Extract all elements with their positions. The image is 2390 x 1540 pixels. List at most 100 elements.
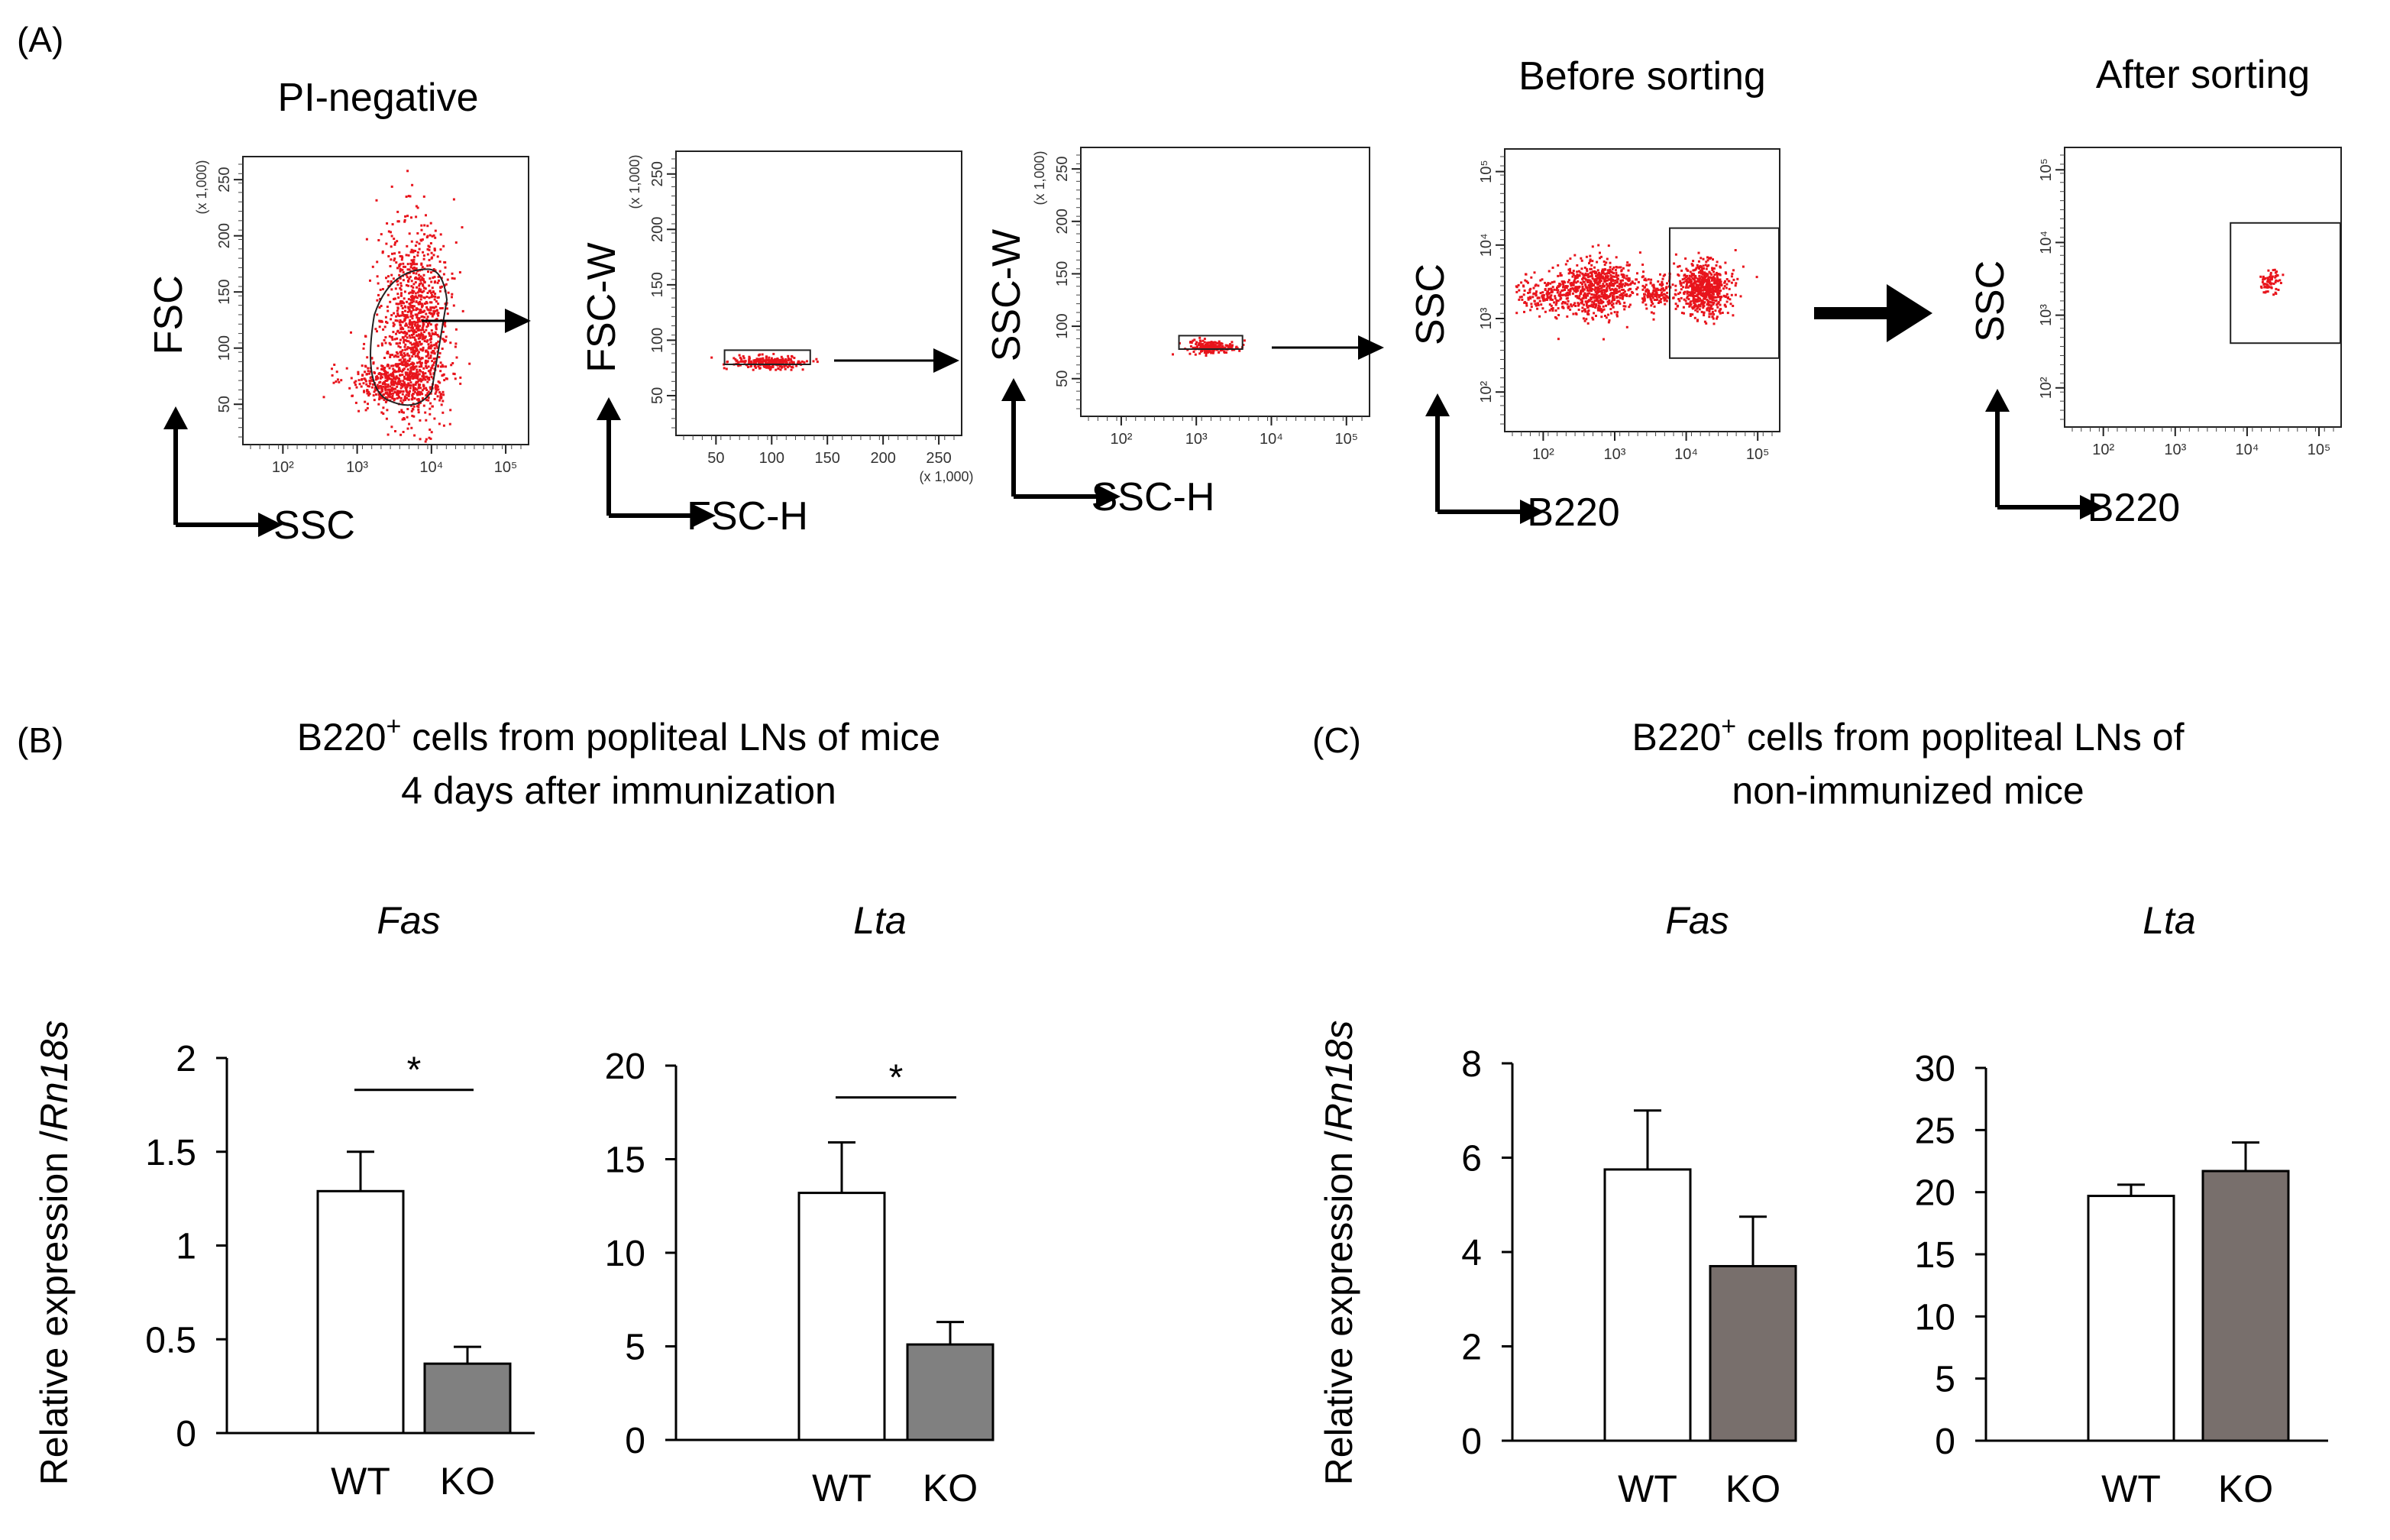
event-dot xyxy=(1567,279,1570,282)
event-dot xyxy=(1591,260,1594,263)
event-dot xyxy=(396,280,399,283)
event-dot xyxy=(415,344,418,347)
event-dot xyxy=(391,380,394,383)
event-dot xyxy=(422,324,425,327)
event-dot xyxy=(1577,296,1579,299)
event-dot xyxy=(2264,277,2267,280)
event-dot xyxy=(398,265,401,268)
event-dot xyxy=(426,324,429,327)
event-dot xyxy=(386,391,389,394)
event-dot xyxy=(1589,284,1592,287)
event-dot xyxy=(1584,283,1587,286)
event-dot xyxy=(403,375,406,378)
event-dot xyxy=(364,378,367,381)
event-dot xyxy=(1606,290,1609,293)
event-dot xyxy=(723,363,725,366)
event-dot xyxy=(1706,292,1709,295)
event-dot xyxy=(1687,269,1690,272)
plot-frame xyxy=(2064,147,2342,428)
event-dot xyxy=(415,372,417,375)
event-dot xyxy=(1633,282,1636,285)
event-dot xyxy=(399,400,403,403)
event-dot xyxy=(406,268,409,271)
event-dot xyxy=(396,390,399,393)
event-dot xyxy=(1695,267,1698,270)
event-dot xyxy=(399,390,403,393)
event-dot xyxy=(1535,304,1538,307)
event-dot xyxy=(1547,282,1550,285)
event-dot xyxy=(419,298,422,301)
event-dot xyxy=(1708,293,1711,296)
event-dot xyxy=(1593,312,1596,315)
event-dot xyxy=(425,296,429,298)
y-tick-label: 20 xyxy=(605,1047,645,1087)
event-dot xyxy=(404,364,407,367)
event-dot xyxy=(1205,347,1208,350)
y-tick-label: 10² xyxy=(1478,380,1495,403)
event-dot xyxy=(1618,300,1621,303)
event-dot xyxy=(1535,290,1538,293)
event-dot xyxy=(406,170,409,173)
event-dot xyxy=(399,284,403,287)
event-dot xyxy=(1554,315,1557,319)
event-dot xyxy=(432,350,435,353)
event-dot xyxy=(2269,273,2272,276)
event-dot xyxy=(1201,343,1205,345)
chart-title: Lta xyxy=(853,899,907,942)
event-dot xyxy=(1615,271,1618,274)
event-dot xyxy=(410,375,413,378)
event-dot xyxy=(400,258,403,261)
event-dot xyxy=(1208,346,1211,348)
event-dot xyxy=(758,353,762,356)
event-dot xyxy=(404,215,407,218)
event-dot xyxy=(432,306,435,309)
x-multiplier: (x 1,000) xyxy=(919,469,973,484)
event-dot xyxy=(1664,302,1667,306)
event-dot xyxy=(377,403,380,406)
event-dot xyxy=(386,306,389,309)
event-dot xyxy=(1534,302,1537,306)
event-dot xyxy=(416,361,419,364)
event-dot xyxy=(1567,306,1570,309)
event-dot xyxy=(1556,286,1558,290)
event-dot xyxy=(1692,288,1695,290)
event-dot xyxy=(1564,294,1567,297)
event-dot xyxy=(423,315,426,319)
event-dot xyxy=(354,401,357,404)
event-dot xyxy=(399,396,403,400)
event-dot xyxy=(1657,280,1660,283)
event-dot xyxy=(1653,299,1656,301)
event-dot xyxy=(446,312,449,315)
event-dot xyxy=(390,314,393,317)
event-dot xyxy=(415,309,418,312)
event-dot xyxy=(758,359,761,362)
event-dot xyxy=(723,367,726,370)
event-dot xyxy=(402,279,405,282)
event-dot xyxy=(1696,294,1698,297)
event-dot xyxy=(417,326,420,329)
event-dot xyxy=(1663,299,1666,302)
event-dot xyxy=(409,323,412,326)
event-dot xyxy=(416,342,419,345)
event-dot xyxy=(418,351,420,354)
event-dot xyxy=(1537,303,1540,306)
event-dot xyxy=(354,380,357,383)
event-dot xyxy=(434,392,437,395)
event-dot xyxy=(432,254,435,257)
event-dot xyxy=(1690,291,1693,294)
event-dot xyxy=(411,299,414,302)
event-dot xyxy=(437,340,440,343)
event-dot xyxy=(398,315,401,318)
event-dot xyxy=(390,258,393,261)
event-dot xyxy=(1613,299,1616,302)
event-dot xyxy=(384,400,387,403)
event-dot xyxy=(1702,279,1705,282)
event-dot xyxy=(1625,295,1628,297)
event-dot xyxy=(391,371,394,374)
event-dot xyxy=(1581,297,1584,300)
event-dot xyxy=(1530,306,1533,309)
event-dot xyxy=(405,322,408,325)
event-dot xyxy=(1700,290,1703,293)
event-dot xyxy=(406,314,409,317)
event-dot xyxy=(761,353,764,356)
